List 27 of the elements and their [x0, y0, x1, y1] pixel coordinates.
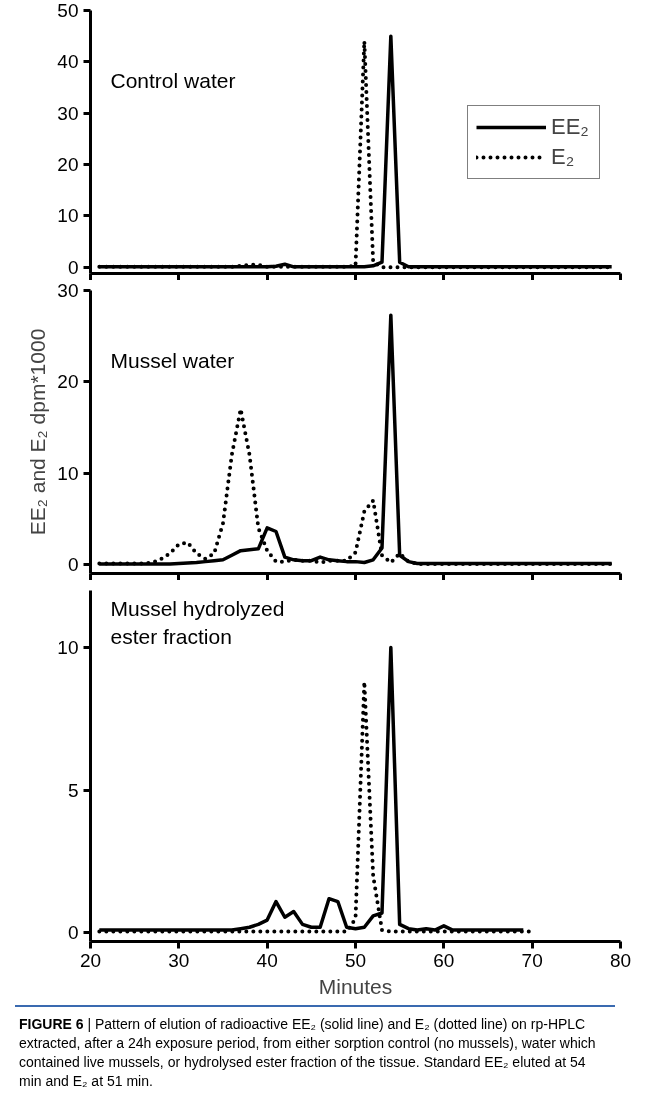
y-tick-label: 20: [57, 371, 79, 393]
x-tick-label: 40: [256, 949, 278, 971]
y-tick-label: 50: [57, 0, 79, 21]
y-tick-label: 0: [67, 553, 79, 575]
x-tick-label: 30: [168, 949, 190, 971]
legend-label: EE₂: [551, 113, 590, 140]
y-tick-label: 40: [57, 51, 79, 73]
y-tick-label: 30: [57, 280, 79, 301]
x-tick-label: 80: [609, 949, 632, 971]
legend-label: E₂: [551, 143, 576, 170]
caption: FIGURE 6 | Pattern of elution of radioactive EE₂ (solid line) and E₂ (dotted line) on rp-HPLC extracted, after a 24h exposure period, from either sorption control (no mussels), water which contained live mussels, or hydrolysed ester fraction of the tissue. Standard EE₂ eluted at 54 min and E₂ at 51 min.: [19, 1015, 597, 1091]
text: Control water: [110, 68, 236, 92]
text: Mussel hydrolyzed ester fraction: [110, 596, 285, 648]
y-tick-label: 0: [67, 922, 79, 944]
x-tick-label: 50: [344, 949, 367, 971]
text: Mussel water: [110, 348, 235, 372]
x-tick-label: 60: [433, 949, 455, 971]
y-tick-label: 10: [57, 637, 79, 659]
y-tick-label: 0: [67, 256, 79, 278]
y-tick-label: 30: [57, 102, 79, 124]
x-axis-title: Minutes: [318, 974, 393, 998]
y-axis-title: EE₂ and E₂ dpm*1000: [26, 328, 50, 536]
y-tick-label: 20: [57, 154, 79, 176]
y-tick-label: 5: [67, 779, 79, 801]
x-tick-label: 70: [521, 949, 543, 971]
y-tick-label: 10: [57, 462, 79, 484]
y-tick-label: 10: [57, 205, 79, 227]
